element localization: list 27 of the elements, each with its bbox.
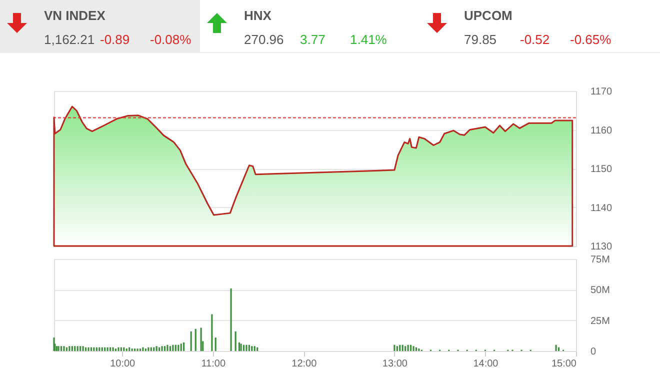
category-label: HNX [244,8,272,23]
x-tick-label: 10:00 [110,358,136,370]
y-tick-label: 1170 [590,86,612,98]
y-tick-label: 1150 [590,164,612,175]
x-tick-label: 14:00 [473,358,499,370]
x-tick-label: 15:00 [551,358,577,370]
data-label: -0.89 [100,32,130,47]
data-label: 3.77 [300,32,326,47]
category-label: VN INDEX [44,8,106,23]
data-label: 1.41% [350,32,387,47]
category-label: UPCOM [464,8,512,23]
data-label: -0.08% [150,32,192,47]
data-label: -0.52 [520,32,550,47]
y-tick-label: 75M [590,254,610,266]
y-tick-label: 1130 [590,242,612,252]
data-label: -0.65% [570,32,612,47]
x-tick-label: 13:00 [382,358,408,370]
x-tick-label: 11:00 [201,358,226,370]
y-tick-label: 25M [590,316,610,327]
y-tick-label: 1140 [590,202,612,214]
data-label: 79.85 [464,32,497,47]
y-tick-label: 1160 [590,125,612,136]
x-tick-label: 12:00 [292,358,318,370]
y-tick-label: 0 [590,346,596,358]
data-label: 270.96 [244,32,284,47]
data-label: 1,162.21 [44,32,95,47]
y-tick-label: 50M [590,285,610,296]
